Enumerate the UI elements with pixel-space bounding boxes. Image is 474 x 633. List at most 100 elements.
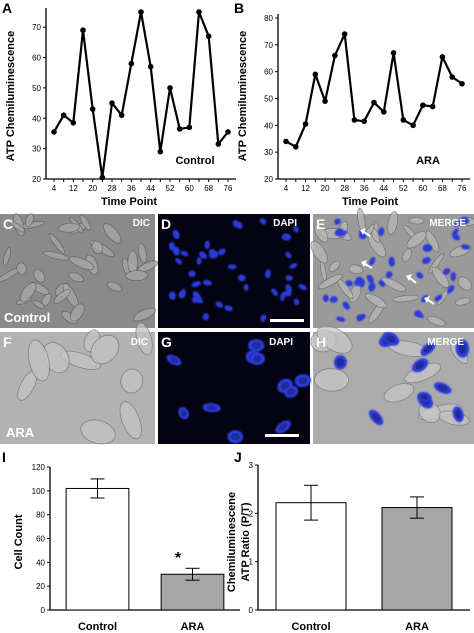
panel-d-channel: DAPI xyxy=(273,218,297,229)
cell-outline xyxy=(125,270,149,282)
nucleus xyxy=(285,284,292,293)
data-point xyxy=(400,117,407,123)
nucleus xyxy=(281,233,292,241)
cell-outline xyxy=(120,368,144,394)
nucleus-core xyxy=(287,388,296,396)
panel-h-merge-ara: H MERGE xyxy=(310,325,474,444)
y-tick-label: 0 xyxy=(41,606,46,615)
y-tick-label: 30 xyxy=(32,145,41,154)
data-point xyxy=(459,80,465,87)
panel-c-letter: C xyxy=(3,216,13,232)
panel-b-line-chart: B ATP Chemiluminescence Time Point ARA 2… xyxy=(234,0,470,208)
panel-a-ylabel: ATP Chemiluminescence xyxy=(5,31,17,161)
nucleus xyxy=(188,270,196,278)
cell-outline xyxy=(58,222,80,233)
nucleus xyxy=(368,256,376,266)
nucleus xyxy=(415,311,424,318)
series-line xyxy=(285,32,463,148)
data-point xyxy=(380,109,387,115)
x-category-label: ARA xyxy=(405,621,429,633)
data-point xyxy=(225,129,231,135)
panel-g-letter: G xyxy=(161,334,172,350)
cell-outline xyxy=(24,213,35,227)
nucleus xyxy=(224,305,233,312)
panel-j-letter: J xyxy=(234,449,242,465)
data-point xyxy=(371,99,377,106)
data-point xyxy=(449,74,456,80)
panel-f-letter: F xyxy=(3,334,12,350)
data-point xyxy=(128,60,135,67)
cell-outline xyxy=(79,214,92,231)
nucleus-core xyxy=(180,409,187,417)
data-point xyxy=(390,50,397,56)
panel-g-channel: DAPI xyxy=(269,337,293,348)
nucleus xyxy=(191,281,201,288)
y-tick-label: 60 xyxy=(36,535,45,544)
data-point xyxy=(147,63,154,70)
panel-e-nuclei xyxy=(322,216,471,322)
panel-b-xlabel: Time Point xyxy=(342,196,398,208)
nucleus-core xyxy=(298,377,308,385)
nucleus xyxy=(322,294,329,302)
nucleus xyxy=(442,268,451,275)
x-tick-label: 52 xyxy=(166,184,175,193)
data-point xyxy=(439,54,446,60)
x-tick-label: 12 xyxy=(301,184,310,193)
nucleus xyxy=(421,257,431,265)
nucleus xyxy=(243,283,249,291)
nucleus xyxy=(236,221,243,230)
data-point xyxy=(196,9,202,15)
series-line xyxy=(53,10,229,179)
arrow-shaft xyxy=(409,277,417,284)
cell-outline xyxy=(10,221,26,233)
nucleus-core xyxy=(278,423,288,431)
nucleus xyxy=(215,301,224,308)
cell-outline xyxy=(135,322,153,356)
data-point xyxy=(167,85,173,91)
panel-h-nuclei xyxy=(333,332,470,426)
y-tick-label: 30 xyxy=(264,148,273,157)
y-tick-label: 1 xyxy=(249,558,254,567)
data-point xyxy=(157,148,164,155)
panel-c-condition: Control xyxy=(4,310,50,325)
cell-outline xyxy=(3,247,11,267)
bar xyxy=(381,507,453,611)
cell-outline xyxy=(406,231,427,249)
nucleus xyxy=(353,280,361,286)
nucleus xyxy=(378,280,386,287)
nucleus xyxy=(280,291,286,302)
data-point xyxy=(186,124,193,131)
cell-outline xyxy=(383,383,415,403)
data-point xyxy=(332,52,338,59)
nucleus xyxy=(237,274,246,282)
nucleus-core xyxy=(423,345,433,353)
x-tick-label: 68 xyxy=(438,184,447,193)
nucleus-core xyxy=(458,343,467,354)
x-tick-label: 4 xyxy=(52,184,57,193)
panel-i-significance: * xyxy=(175,550,182,567)
cell-outline xyxy=(381,277,407,292)
nucleus xyxy=(460,244,471,250)
panel-j-bar-chart: J Chemiluminescene ATP Ratio (P/T) 0 1 2 3 C… xyxy=(226,449,470,633)
x-category-label: Control xyxy=(78,621,117,633)
panel-e-channel: MERGE xyxy=(429,218,466,229)
data-point xyxy=(60,112,67,119)
y-tick-label: 80 xyxy=(264,14,273,23)
x-tick-label: 28 xyxy=(108,184,117,193)
y-tick-label: 2 xyxy=(249,509,254,518)
panel-h-cells xyxy=(310,325,470,426)
nucleus xyxy=(359,279,365,288)
nucleus xyxy=(345,280,354,287)
cell-outline xyxy=(27,339,50,382)
arrow-shaft xyxy=(364,263,373,269)
data-point xyxy=(176,126,183,132)
cell-outline xyxy=(90,334,120,365)
panel-e-letter: E xyxy=(316,216,325,232)
y-tick-label: 80 xyxy=(36,511,45,520)
cell-outline xyxy=(348,264,364,275)
nucleus xyxy=(342,301,350,310)
nucleus-core xyxy=(169,357,179,364)
nucleus xyxy=(285,251,292,259)
x-category-label: Control xyxy=(291,621,330,633)
